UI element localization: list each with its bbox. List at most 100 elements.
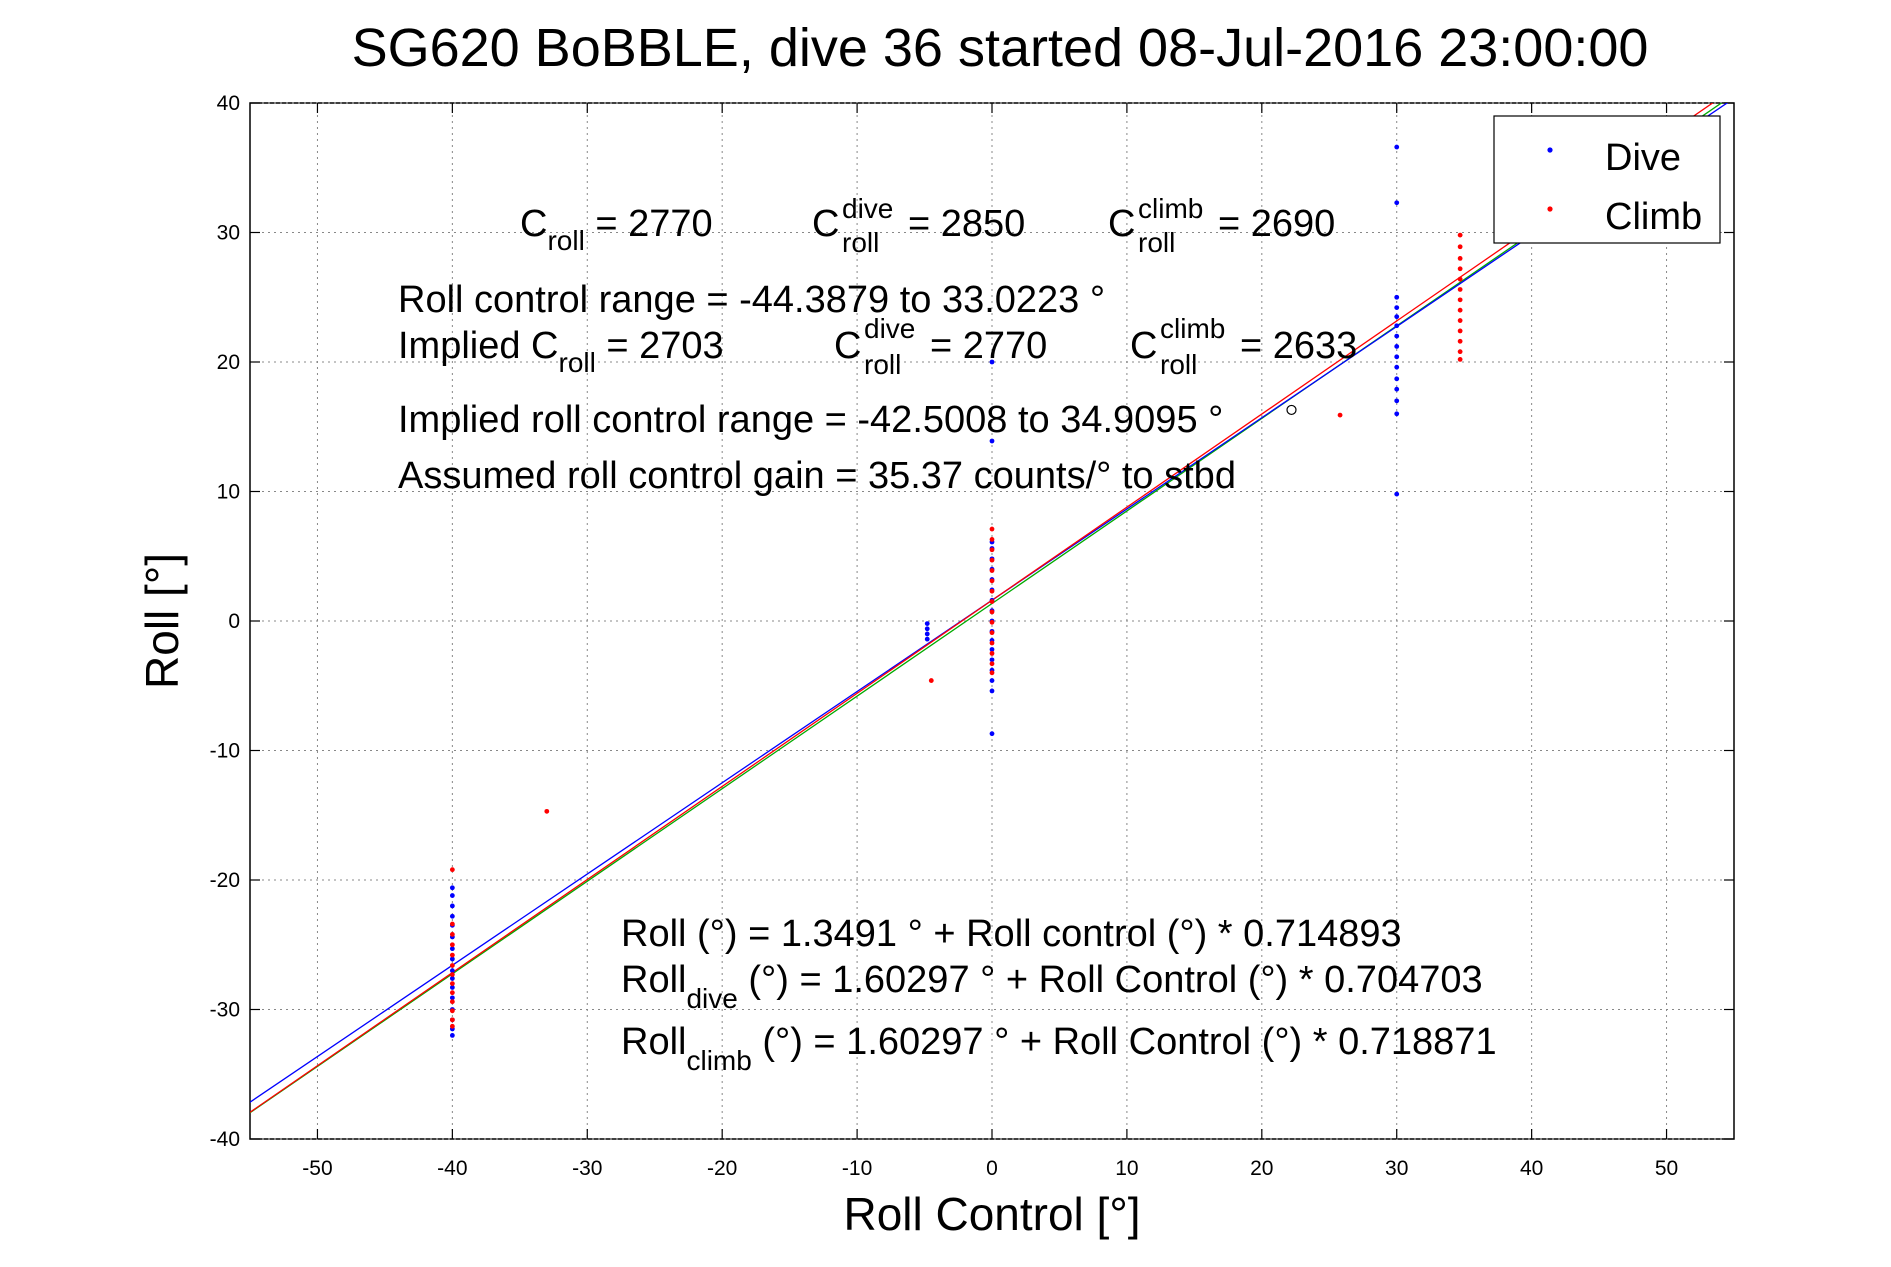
dive-point [1394, 344, 1400, 349]
climb-point [989, 619, 995, 625]
climb-point [449, 999, 455, 1005]
dive-point [1394, 323, 1400, 329]
climb-point [989, 650, 995, 656]
climb-point [989, 578, 995, 584]
grid [250, 102, 1734, 1140]
equation-dive: Rolldive (°) = 1.60297 ° + Roll Control … [621, 959, 1483, 1014]
climb-point [1457, 266, 1463, 272]
legend-climb-label: Climb [1605, 196, 1702, 238]
dive-point [1394, 314, 1400, 320]
c-roll-annotation: Croll = 2770 [520, 203, 713, 256]
x-tick-label: -50 [302, 1157, 332, 1180]
dive-point [1394, 364, 1400, 370]
equation-climb: Rollclimb (°) = 1.60297 ° + Roll Control… [621, 1021, 1497, 1076]
fit-equations: Roll (°) = 1.3491 ° + Roll control (°) *… [621, 913, 1497, 1076]
climb-point [989, 630, 995, 636]
equation-all: Roll (°) = 1.3491 ° + Roll control (°) *… [621, 913, 1402, 955]
dive-point [449, 903, 455, 909]
y-tick-label: -40 [210, 1128, 240, 1151]
x-tick-label: -30 [572, 1157, 602, 1180]
reference-marker [1286, 404, 1297, 416]
climb-point [449, 972, 455, 977]
dive-point [449, 976, 455, 981]
dive-point [1394, 144, 1400, 150]
dive-point [1394, 386, 1400, 392]
y-tick-label: 30 [217, 222, 240, 245]
y-tick-label: 40 [217, 92, 240, 115]
climb-point [989, 670, 995, 676]
dive-point [449, 968, 455, 974]
dive-point [924, 631, 930, 637]
dive-point [1394, 294, 1400, 300]
implied-c-roll-dive: C dive roll = 2770 [834, 305, 1047, 383]
y-tick-label: -20 [210, 869, 240, 892]
legend-dive-marker [1547, 147, 1553, 153]
dive-point [1394, 354, 1400, 360]
dive-point [449, 985, 455, 990]
x-tick-label: 40 [1520, 1157, 1543, 1180]
dive-point [924, 636, 930, 642]
dive-point [989, 438, 995, 444]
climb-point [449, 1023, 455, 1029]
climb-point [1457, 256, 1463, 261]
dive-point [989, 657, 995, 663]
climb-point [449, 1008, 455, 1014]
dive-point [924, 621, 930, 626]
dive-point [449, 913, 455, 919]
climb-point [1457, 276, 1463, 282]
y-tick-label: 20 [217, 351, 240, 374]
y-axis-label: Roll [°] [136, 553, 188, 689]
dive-point [449, 956, 455, 962]
climb-point [1457, 232, 1463, 238]
legend-climb-marker [1547, 206, 1553, 212]
climb-point [1457, 338, 1463, 344]
y-tick-label: 10 [217, 481, 240, 504]
climb-point [1457, 287, 1463, 292]
climb-point [449, 963, 455, 968]
implied-c-roll-climb: C climb roll = 2633 [1130, 305, 1357, 383]
legend-box [1493, 115, 1721, 244]
chart-title: SG620 BoBBLE, dive 36 started 08-Jul-201… [352, 18, 1649, 78]
dive-point [989, 688, 995, 694]
climb-point [989, 526, 995, 532]
climb-point [1457, 307, 1463, 313]
climb-point [544, 808, 550, 814]
climb-point [989, 661, 995, 667]
y-tick-label: -10 [210, 740, 240, 763]
climb-point [449, 921, 455, 927]
legend-dive-label: Dive [1605, 137, 1681, 179]
x-axis-label: Roll Control [°] [843, 1188, 1140, 1240]
climb-point [989, 568, 995, 573]
roll-control-gain: Assumed roll control gain = 35.37 counts… [398, 455, 1236, 497]
dive-point [449, 995, 455, 1001]
climb-point [449, 1017, 455, 1023]
dive-point [449, 1033, 455, 1038]
roll-control-range: Roll control range = -44.3879 to 33.0223… [398, 279, 1105, 321]
c-roll-climb-annotation: C climb roll = 2690 [1108, 185, 1335, 261]
dive-point [1394, 200, 1400, 206]
dive-point [989, 359, 995, 365]
y-tick-label: -30 [210, 999, 240, 1022]
climb-point [1457, 349, 1463, 355]
climb-point [1457, 318, 1463, 323]
x-ticks: -50 -40 -30 -20 -10 0 10 20 30 40 50 [302, 103, 1678, 1180]
dive-point [989, 647, 995, 652]
implied-c-roll: Implied Croll = 2703 [398, 325, 724, 378]
climb-point [989, 547, 995, 553]
dive-point [989, 678, 995, 683]
legend: Dive Climb [1493, 115, 1721, 244]
dive-point [449, 946, 455, 952]
y-tick-label: 0 [228, 610, 240, 633]
climb-point [989, 609, 995, 615]
climb-point [449, 952, 455, 958]
climb-point [1337, 412, 1343, 418]
climb-point [449, 867, 455, 873]
climb-point [449, 990, 455, 996]
dive-point [449, 885, 455, 891]
x-tick-label: 20 [1250, 1157, 1273, 1180]
dive-point [1394, 491, 1400, 497]
x-tick-label: 10 [1115, 1157, 1138, 1180]
dive-point [449, 893, 455, 898]
climb-point [1457, 328, 1463, 334]
